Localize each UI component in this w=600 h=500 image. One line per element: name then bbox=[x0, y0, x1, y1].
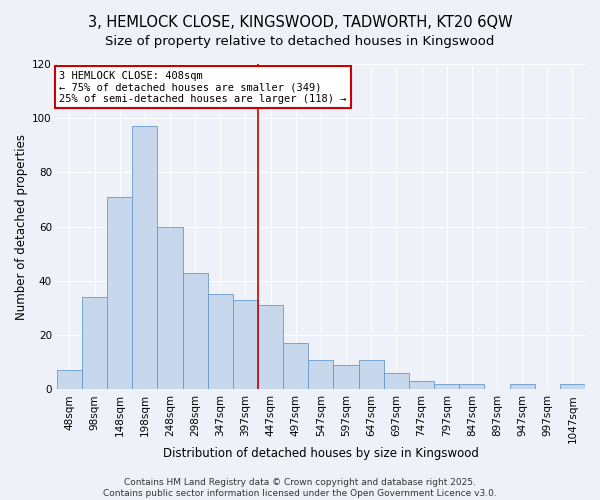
Bar bbox=[384, 373, 409, 390]
Bar bbox=[82, 297, 107, 390]
Bar bbox=[560, 384, 585, 390]
Bar bbox=[107, 197, 132, 390]
Bar bbox=[459, 384, 484, 390]
Text: 3 HEMLOCK CLOSE: 408sqm
← 75% of detached houses are smaller (349)
25% of semi-d: 3 HEMLOCK CLOSE: 408sqm ← 75% of detache… bbox=[59, 70, 347, 104]
Bar bbox=[509, 384, 535, 390]
Bar bbox=[359, 360, 384, 390]
Bar bbox=[283, 344, 308, 390]
Bar bbox=[208, 294, 233, 390]
Text: Contains HM Land Registry data © Crown copyright and database right 2025.
Contai: Contains HM Land Registry data © Crown c… bbox=[103, 478, 497, 498]
Y-axis label: Number of detached properties: Number of detached properties bbox=[15, 134, 28, 320]
Bar bbox=[132, 126, 157, 390]
Bar bbox=[434, 384, 459, 390]
Text: 3, HEMLOCK CLOSE, KINGSWOOD, TADWORTH, KT20 6QW: 3, HEMLOCK CLOSE, KINGSWOOD, TADWORTH, K… bbox=[88, 15, 512, 30]
Bar bbox=[157, 226, 182, 390]
Bar bbox=[182, 273, 208, 390]
Bar bbox=[258, 306, 283, 390]
Text: Size of property relative to detached houses in Kingswood: Size of property relative to detached ho… bbox=[106, 35, 494, 48]
Bar bbox=[308, 360, 334, 390]
Bar bbox=[409, 381, 434, 390]
X-axis label: Distribution of detached houses by size in Kingswood: Distribution of detached houses by size … bbox=[163, 447, 479, 460]
Bar bbox=[233, 300, 258, 390]
Bar bbox=[57, 370, 82, 390]
Bar bbox=[334, 365, 359, 390]
